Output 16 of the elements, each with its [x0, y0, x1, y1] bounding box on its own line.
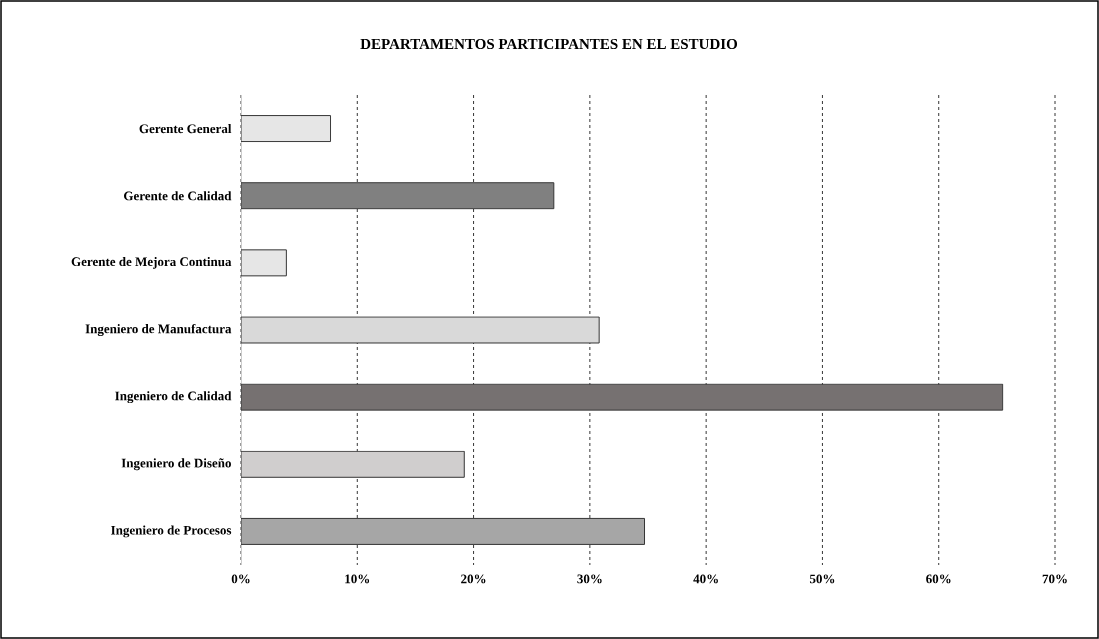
y-tick-label: Ingeniero de Manufactura: [85, 323, 232, 337]
chart-title: DEPARTAMENTOS PARTICIPANTES EN EL ESTUDIO: [360, 38, 738, 50]
x-tick-label: 40%: [693, 574, 718, 584]
y-tick-label: Ingeniero de Diseño: [121, 458, 231, 471]
x-tick-label: 0%: [231, 574, 250, 584]
x-tick-label: 60%: [926, 574, 951, 584]
x-tick-label: 70%: [1042, 574, 1067, 584]
y-tick-label: Gerente General: [139, 124, 232, 134]
y-tick-label: Gerente de Mejora Continua: [71, 256, 232, 269]
x-tick-label: 20%: [461, 574, 486, 584]
x-tick-label: 30%: [577, 574, 602, 584]
x-tick-label: 10%: [345, 574, 370, 584]
y-tick-label: Ingeniero de Calidad: [115, 391, 232, 404]
y-tick-label: Gerente de Calidad: [124, 191, 232, 201]
y-tick-label: Ingeniero de Procesos: [111, 525, 232, 538]
x-tick-label: 50%: [809, 574, 835, 584]
